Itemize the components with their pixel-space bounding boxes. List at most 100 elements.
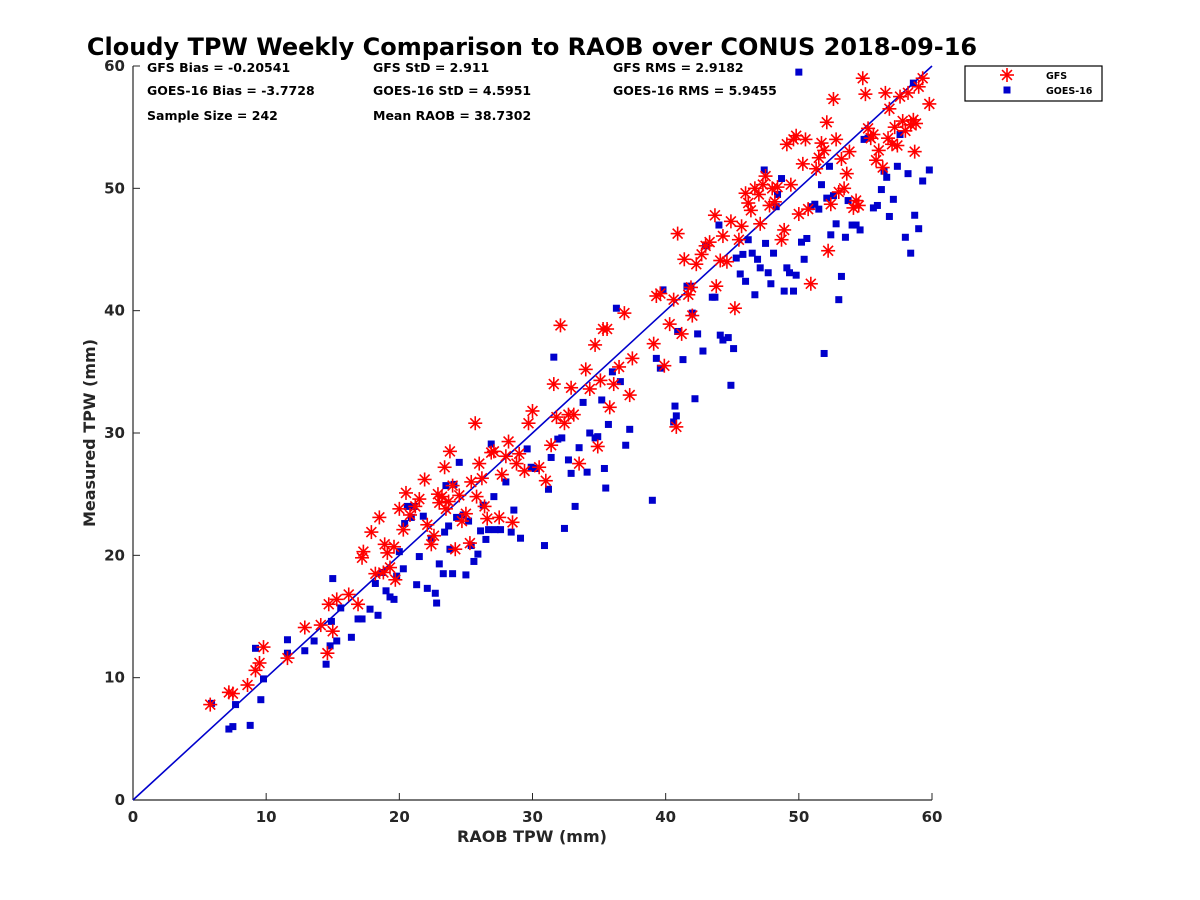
gfs-point <box>855 71 870 86</box>
gfs-point <box>517 463 532 478</box>
goes-16-point <box>622 441 630 449</box>
gfs-point <box>248 663 263 678</box>
goes-16-point <box>893 162 901 170</box>
goes-16-point <box>652 354 660 362</box>
x-tick-label: 60 <box>922 808 943 826</box>
goes-16-point <box>699 347 707 355</box>
gfs-point <box>743 203 758 218</box>
gfs-point <box>387 539 402 554</box>
gfs-point <box>402 507 417 522</box>
x-tick-label: 10 <box>256 808 277 826</box>
goes-16-point <box>583 468 591 476</box>
gfs-point <box>498 449 513 464</box>
goes-16-point <box>527 463 535 471</box>
gfs-point <box>829 132 844 147</box>
gfs-point <box>723 214 738 229</box>
gfs-point <box>839 166 854 181</box>
goes-16-point <box>598 396 606 404</box>
series-goes-16 <box>208 68 933 733</box>
x-tick-label: 50 <box>788 808 809 826</box>
goes-16-point <box>441 528 449 536</box>
goes-16-point <box>459 511 467 519</box>
gfs-point <box>666 292 681 307</box>
goes-16-point <box>907 249 915 257</box>
goes-16-point <box>462 571 470 579</box>
gfs-point <box>826 92 841 107</box>
gfs-point <box>809 161 824 176</box>
goes-16-point <box>736 270 744 278</box>
goes-16-point <box>764 269 772 277</box>
goes-16-point <box>257 696 265 704</box>
goes-16-point <box>507 528 515 536</box>
goes-16-point <box>885 212 893 220</box>
goes-16-point <box>797 238 805 246</box>
goes-16-point <box>403 502 411 510</box>
gfs-point <box>454 514 469 529</box>
goes-16-point <box>852 221 860 229</box>
goes-16-point <box>823 194 831 202</box>
gfs-point <box>412 492 427 507</box>
gfs-point <box>442 444 457 459</box>
legend-marker-gfs <box>1000 68 1014 82</box>
goes-16-point <box>915 225 923 233</box>
gfs-point <box>685 308 700 323</box>
gfs-point <box>396 522 411 537</box>
goes-16-point <box>691 395 699 403</box>
gfs-point <box>727 301 742 316</box>
gfs-point <box>767 194 782 209</box>
goes-16-point <box>485 526 493 534</box>
goes-16-point <box>848 221 856 229</box>
gfs-point <box>486 444 501 459</box>
gfs-point <box>811 150 826 165</box>
gfs-point <box>458 506 473 521</box>
goes-16-point <box>841 233 849 241</box>
gfs-point <box>448 542 463 557</box>
x-tick-label: 20 <box>389 808 410 826</box>
y-tick-label: 0 <box>115 791 125 809</box>
gfs-point <box>480 511 495 526</box>
gfs-point <box>321 597 336 612</box>
goes-16-point <box>883 173 891 181</box>
goes-16-point <box>540 542 548 550</box>
goes-16-point <box>911 211 919 219</box>
gfs-point <box>477 499 492 514</box>
stat-goes-rms: GOES-16 RMS = 5.9455 <box>613 83 777 98</box>
chart-title: Cloudy TPW Weekly Comparison to RAOB ove… <box>87 33 977 61</box>
legend-marker-goes-16 <box>1003 86 1011 94</box>
goes-16-point <box>896 131 904 139</box>
goes-16-point <box>354 615 362 623</box>
gfs-point <box>388 572 403 587</box>
goes-16-point <box>225 725 233 733</box>
gfs-point <box>674 326 689 341</box>
goes-16-point <box>301 647 309 655</box>
gfs-point <box>657 358 672 373</box>
gfs-point <box>753 216 768 231</box>
gfs-point <box>329 592 344 607</box>
gfs-point <box>564 380 579 395</box>
gfs-point <box>875 160 890 175</box>
gfs-point <box>494 467 509 482</box>
goes-16-point <box>523 445 531 453</box>
x-tick-label: 0 <box>128 808 138 826</box>
goes-16-point <box>671 402 679 410</box>
gfs-point <box>572 456 587 471</box>
goes-16-point <box>748 249 756 257</box>
stat-goes-std: GOES-16 StD = 4.5951 <box>373 83 531 98</box>
gfs-point <box>734 219 749 234</box>
goes-16-point <box>827 231 835 239</box>
gfs-point <box>452 488 467 503</box>
gfs-point <box>890 138 905 153</box>
gfs-point <box>758 169 773 184</box>
gfs-point <box>683 280 698 295</box>
goes-16-point <box>453 513 461 521</box>
goes-16-point <box>358 615 366 623</box>
gfs-point <box>837 181 852 196</box>
goes-16-point <box>817 181 825 189</box>
gfs-point <box>670 226 685 241</box>
goes-16-point <box>825 162 833 170</box>
gfs-point <box>437 460 452 475</box>
goes-16-point <box>715 221 723 229</box>
x-axis-label: RAOB TPW (mm) <box>457 827 607 846</box>
y-tick-label: 50 <box>104 179 125 197</box>
goes-16-point <box>531 464 539 472</box>
